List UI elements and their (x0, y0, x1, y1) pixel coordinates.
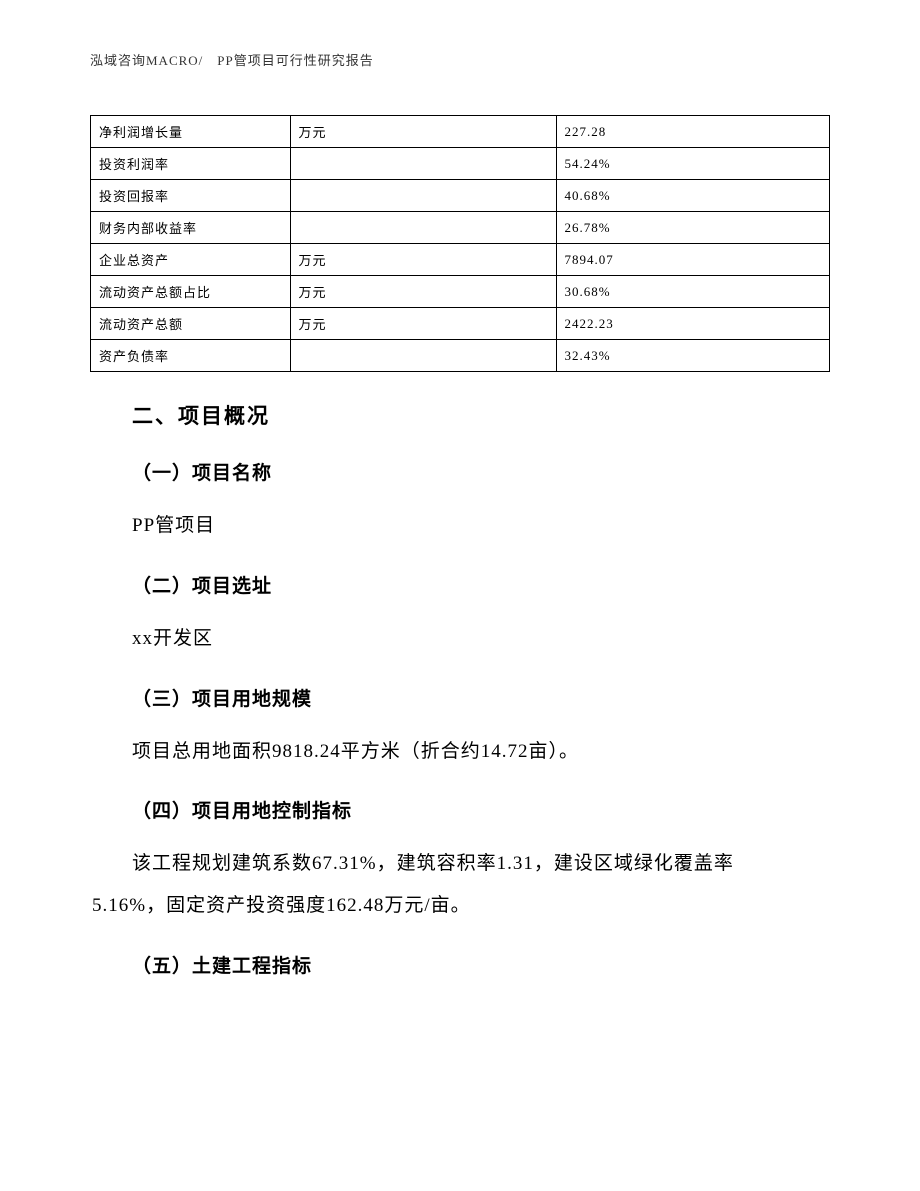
cell-unit: 万元 (290, 116, 556, 148)
table-row: 流动资产总额占比 万元 30.68% (91, 276, 830, 308)
cell-unit: 万元 (290, 308, 556, 340)
body-text: PP管项目 (132, 505, 792, 547)
body-text: 项目总用地面积9818.24平方米（折合约14.72亩）。 (132, 731, 792, 773)
table-row: 净利润增长量 万元 227.28 (91, 116, 830, 148)
page-header: 泓域咨询MACRO/ PP管项目可行性研究报告 (90, 50, 374, 69)
section-title: 二、项目概况 (132, 400, 792, 430)
sub-heading: （五）土建工程指标 (132, 951, 792, 978)
cell-name: 企业总资产 (91, 244, 291, 276)
cell-name: 财务内部收益率 (91, 212, 291, 244)
sub-heading: （一）项目名称 (132, 458, 792, 485)
sub-heading: （四）项目用地控制指标 (132, 796, 792, 823)
cell-name: 净利润增长量 (91, 116, 291, 148)
content-area: 二、项目概况 （一）项目名称 PP管项目 （二）项目选址 xx开发区 （三）项目… (132, 400, 792, 998)
cell-unit (290, 340, 556, 372)
cell-name: 投资利润率 (91, 148, 291, 180)
cell-name: 流动资产总额占比 (91, 276, 291, 308)
cell-value: 30.68% (556, 276, 829, 308)
cell-value: 32.43% (556, 340, 829, 372)
cell-unit (290, 148, 556, 180)
cell-value: 26.78% (556, 212, 829, 244)
cell-unit (290, 212, 556, 244)
financial-table: 净利润增长量 万元 227.28 投资利润率 54.24% 投资回报率 40.6… (90, 115, 830, 372)
header-text: 泓域咨询MACRO/ PP管项目可行性研究报告 (90, 53, 374, 68)
table-row: 财务内部收益率 26.78% (91, 212, 830, 244)
cell-name: 流动资产总额 (91, 308, 291, 340)
table-row: 企业总资产 万元 7894.07 (91, 244, 830, 276)
cell-name: 资产负债率 (91, 340, 291, 372)
cell-value: 54.24% (556, 148, 829, 180)
body-text: 该工程规划建筑系数67.31%，建筑容积率1.31，建设区域绿化覆盖率5.16%… (92, 843, 792, 927)
sub-heading: （三）项目用地规模 (132, 684, 792, 711)
body-text: xx开发区 (132, 618, 792, 660)
table-row: 资产负债率 32.43% (91, 340, 830, 372)
sub-heading: （二）项目选址 (132, 571, 792, 598)
table-row: 流动资产总额 万元 2422.23 (91, 308, 830, 340)
cell-name: 投资回报率 (91, 180, 291, 212)
cell-unit (290, 180, 556, 212)
cell-value: 227.28 (556, 116, 829, 148)
cell-unit: 万元 (290, 244, 556, 276)
cell-value: 40.68% (556, 180, 829, 212)
table-row: 投资利润率 54.24% (91, 148, 830, 180)
financial-table-container: 净利润增长量 万元 227.28 投资利润率 54.24% 投资回报率 40.6… (90, 115, 830, 372)
cell-value: 2422.23 (556, 308, 829, 340)
table-body: 净利润增长量 万元 227.28 投资利润率 54.24% 投资回报率 40.6… (91, 116, 830, 372)
cell-value: 7894.07 (556, 244, 829, 276)
cell-unit: 万元 (290, 276, 556, 308)
table-row: 投资回报率 40.68% (91, 180, 830, 212)
